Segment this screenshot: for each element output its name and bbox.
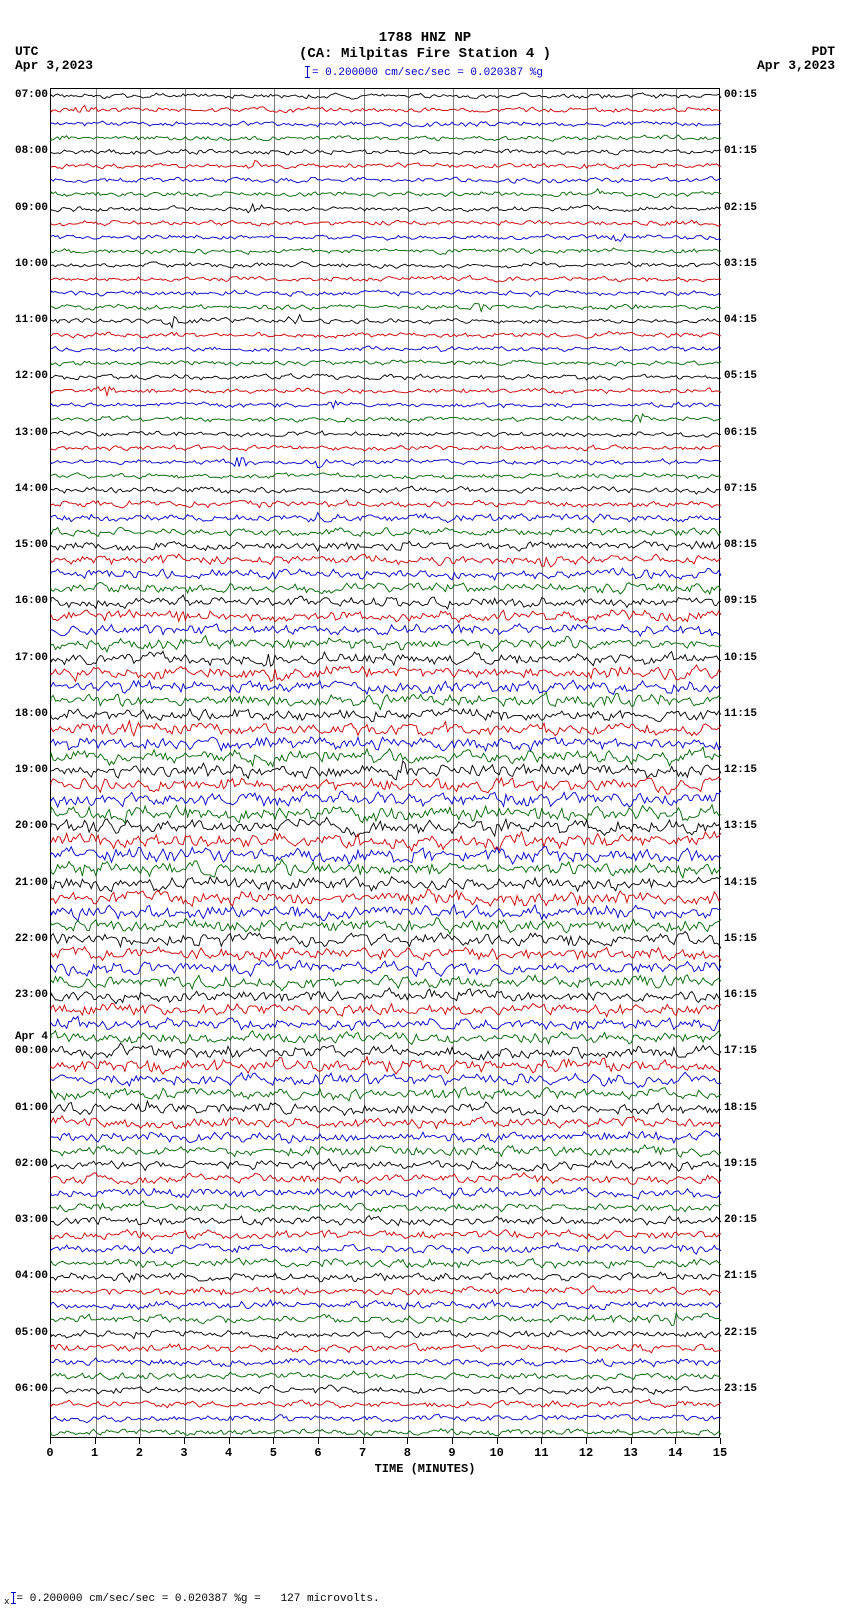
hour-label-local: 00:15 <box>724 89 757 101</box>
hour-label-local: 23:15 <box>724 1383 757 1395</box>
right-time-column: 00:15 01:15 02:15 03:15 04:15 05:15 06:15 07:15… <box>722 88 850 1438</box>
hour-label-utc: 07:00 <box>15 89 48 101</box>
hour-label-utc: 06:00 <box>15 1383 48 1395</box>
hour-label-utc: 17:00 <box>15 652 48 664</box>
x-tick <box>586 1438 587 1444</box>
hour-label-utc: 19:00 <box>15 764 48 776</box>
hour-label-local: 19:15 <box>724 1158 757 1170</box>
footer-text-b: 127 microvolts. <box>281 1593 380 1605</box>
hour-label-local: 03:15 <box>724 258 757 270</box>
hour-label-utc: 13:00 <box>15 427 48 439</box>
hour-label-local: 11:15 <box>724 708 757 720</box>
hour-label-utc: 10:00 <box>15 258 48 270</box>
x-tick <box>497 1438 498 1444</box>
x-tick <box>229 1438 230 1444</box>
x-tick-label: 10 <box>489 1446 503 1460</box>
x-tick <box>407 1438 408 1444</box>
x-tick-label: 3 <box>180 1446 187 1460</box>
hour-label-local: 12:15 <box>724 764 757 776</box>
scale-bar-icon <box>13 1592 14 1604</box>
hour-label-local: 13:15 <box>724 820 757 832</box>
x-tick <box>139 1438 140 1444</box>
x-tick <box>631 1438 632 1444</box>
helicorder-plot <box>50 88 720 1438</box>
hour-label-local: 16:15 <box>724 989 757 1001</box>
hour-label-utc: 21:00 <box>15 877 48 889</box>
day-change-label: Apr 4 <box>15 1031 48 1043</box>
hour-label-utc: 04:00 <box>15 1270 48 1282</box>
x-tick <box>95 1438 96 1444</box>
x-tick-label: 2 <box>136 1446 143 1460</box>
hour-label-utc: 23:00 <box>15 989 48 1001</box>
hour-label-local: 20:15 <box>724 1214 757 1226</box>
x-tick-label: 7 <box>359 1446 366 1460</box>
hour-label-utc: 15:00 <box>15 539 48 551</box>
station-name: (CA: Milpitas Fire Station 4 ) <box>299 46 551 62</box>
x-tick-label: 9 <box>448 1446 455 1460</box>
date-right: Apr 3,2023 <box>757 58 835 73</box>
x-tick-label: 6 <box>314 1446 321 1460</box>
hour-label-utc: 02:00 <box>15 1158 48 1170</box>
hour-label-utc: 20:00 <box>15 820 48 832</box>
hour-label-utc: 14:00 <box>15 483 48 495</box>
x-tick <box>318 1438 319 1444</box>
x-tick-label: 15 <box>713 1446 727 1460</box>
hour-label-local: 02:15 <box>724 202 757 214</box>
scale-text: = 0.200000 cm/sec/sec = 0.020387 %g <box>312 67 543 79</box>
x-tick <box>675 1438 676 1444</box>
hour-label-utc: 01:00 <box>15 1102 48 1114</box>
footer-scale: x= 0.200000 cm/sec/sec = 0.020387 %g = 1… <box>4 1592 380 1607</box>
x-tick-label: 8 <box>404 1446 411 1460</box>
x-tick-label: 1 <box>91 1446 98 1460</box>
hour-label-local: 22:15 <box>724 1327 757 1339</box>
x-tick-label: 11 <box>534 1446 548 1460</box>
hour-label-utc: 22:00 <box>15 933 48 945</box>
x-tick-label: 14 <box>668 1446 682 1460</box>
x-tick-label: 0 <box>46 1446 53 1460</box>
hour-label-local: 15:15 <box>724 933 757 945</box>
hour-label-utc: 16:00 <box>15 595 48 607</box>
x-tick <box>541 1438 542 1444</box>
scale-bar-icon <box>307 66 308 78</box>
hour-label-utc: 00:00 <box>15 1045 48 1057</box>
date-left: Apr 3,2023 <box>15 58 93 73</box>
hour-label-local: 05:15 <box>724 370 757 382</box>
hour-label-local: 14:15 <box>724 877 757 889</box>
hour-label-local: 01:15 <box>724 145 757 157</box>
hour-label-utc: 09:00 <box>15 202 48 214</box>
hour-label-local: 08:15 <box>724 539 757 551</box>
hour-label-local: 09:15 <box>724 595 757 607</box>
x-tick <box>452 1438 453 1444</box>
x-tick <box>184 1438 185 1444</box>
hour-label-utc: 11:00 <box>15 314 48 326</box>
hour-label-utc: 18:00 <box>15 708 48 720</box>
hour-label-utc: 12:00 <box>15 370 48 382</box>
timezone-right: PDT <box>812 44 835 59</box>
left-time-column: 07:00 08:00 09:00 10:00 11:00 12:00 13:00 14:00… <box>0 88 50 1438</box>
footer-text-a: = 0.200000 cm/sec/sec = 0.020387 %g = <box>17 1593 261 1605</box>
hour-label-local: 21:15 <box>724 1270 757 1282</box>
hour-label-local: 17:15 <box>724 1045 757 1057</box>
header: 1788 HNZ NP (CA: Milpitas Fire Station 4… <box>0 0 850 80</box>
station-code: 1788 HNZ NP <box>379 30 471 46</box>
x-tick <box>363 1438 364 1444</box>
hour-label-utc: 08:00 <box>15 145 48 157</box>
hour-label-local: 18:15 <box>724 1102 757 1114</box>
timezone-left: UTC <box>15 44 38 59</box>
hour-label-local: 04:15 <box>724 314 757 326</box>
hour-label-utc: 05:00 <box>15 1327 48 1339</box>
x-tick <box>50 1438 51 1444</box>
x-tick <box>273 1438 274 1444</box>
hour-label-local: 07:15 <box>724 483 757 495</box>
x-tick-label: 4 <box>225 1446 232 1460</box>
scale-indicator: = 0.200000 cm/sec/sec = 0.020387 %g <box>307 66 543 79</box>
x-tick-label: 13 <box>623 1446 637 1460</box>
hour-label-local: 10:15 <box>724 652 757 664</box>
x-axis-title: TIME (MINUTES) <box>375 1462 476 1476</box>
hour-label-local: 06:15 <box>724 427 757 439</box>
x-tick <box>720 1438 721 1444</box>
x-tick-label: 5 <box>270 1446 277 1460</box>
hour-label-utc: 03:00 <box>15 1214 48 1226</box>
x-tick-label: 12 <box>579 1446 593 1460</box>
